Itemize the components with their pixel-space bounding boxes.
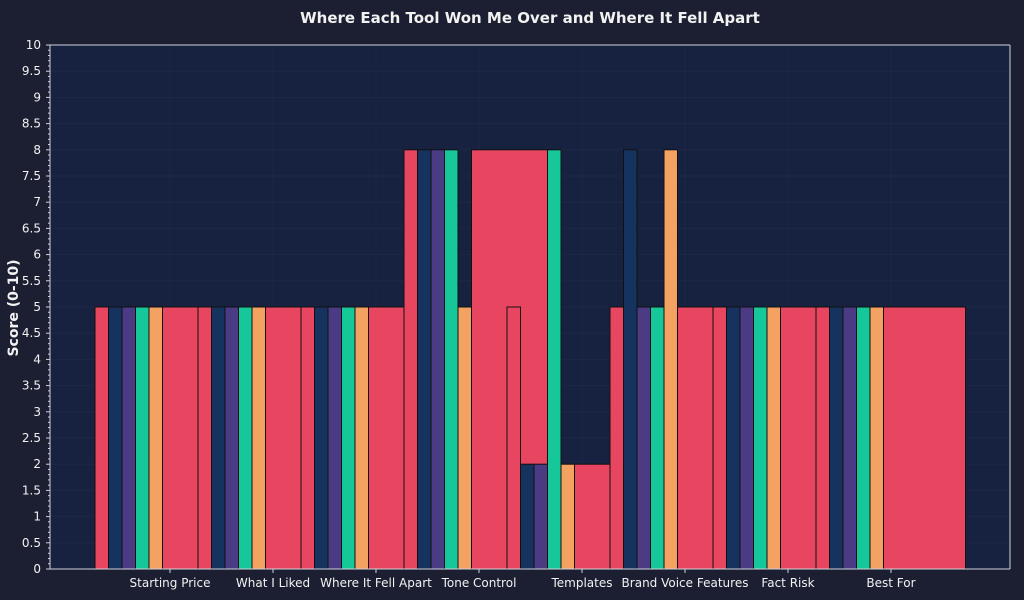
y-tick-label: 8 <box>33 143 41 157</box>
bar-brand-voice-features-series-4 <box>650 306 665 570</box>
y-tick-label: 10 <box>26 38 41 52</box>
x-tick-label: Fact Risk <box>761 576 814 590</box>
bar-tone-control-series-4 <box>444 149 459 570</box>
y-tick-label: 0.5 <box>22 536 41 550</box>
y-tick-label: 1.5 <box>22 483 41 497</box>
y-tick-label: 6.5 <box>22 221 41 235</box>
bar-tone-control-series-1 <box>403 149 418 570</box>
bar-what-i-liked-series-1 <box>197 306 212 570</box>
y-tick-label: 4 <box>33 352 41 366</box>
bar-what-i-liked-series-2 <box>211 306 226 570</box>
bar-fact-risk-series-3 <box>739 306 754 570</box>
bar-templates-series-4 <box>547 149 562 570</box>
y-tick-label: 9.5 <box>22 64 41 78</box>
x-tick-label: Tone Control <box>441 576 517 590</box>
bar-templates-series-1 <box>506 306 521 570</box>
bar-starting-price-series-4 <box>135 306 150 570</box>
bar-best-for-series-1 <box>815 306 830 570</box>
x-tick-label: What I Liked <box>236 576 310 590</box>
bar-fact-risk-series-5 <box>766 306 781 570</box>
y-tick-label: 8.5 <box>22 117 41 131</box>
bar-best-for-series-3 <box>842 306 857 570</box>
x-tick-label: Starting Price <box>130 576 211 590</box>
bar-where-it-fell-apart-series-1 <box>300 306 315 570</box>
y-tick-label: 0 <box>33 562 41 576</box>
bar-brand-voice-features-series-5 <box>663 149 678 570</box>
bar-tone-control-series-2 <box>417 149 432 570</box>
y-tick-label: 4.5 <box>22 326 41 340</box>
bar-tone-control-series-5 <box>457 306 472 570</box>
y-axis-label: Score (0-10) <box>6 259 22 356</box>
bar-templates-series-3 <box>533 463 548 570</box>
bar-fact-risk-series-1 <box>712 306 727 570</box>
bar-best-for-series-5 <box>869 306 884 570</box>
bar-starting-price-series-5 <box>148 306 163 570</box>
bar-fact-risk-series-4 <box>753 306 768 570</box>
bars <box>94 149 966 570</box>
bar-where-it-fell-apart-series-4 <box>341 306 356 570</box>
x-axis-ticks: Starting Price What I Liked Where It Fell … <box>130 569 916 590</box>
bar-fact-risk-series-2 <box>726 306 741 570</box>
bar-brand-voice-features-series-1 <box>609 306 624 570</box>
y-tick-label: 9 <box>33 90 41 104</box>
bar-what-i-liked-series-3 <box>224 306 239 570</box>
bar-starting-price-series-1 <box>94 306 109 570</box>
y-tick-label: 2 <box>33 457 41 471</box>
bar-starting-price-series-2 <box>108 306 123 570</box>
bar-templates-series-5 <box>560 463 575 570</box>
x-tick-label: Where It Fell Apart <box>320 576 432 590</box>
y-tick-label: 6 <box>33 248 41 262</box>
y-tick-label: 3 <box>33 405 41 419</box>
bar-brand-voice-features-series-2 <box>623 149 638 570</box>
bar-best-for-series-2 <box>829 306 844 570</box>
bar-starting-price-series-3 <box>121 306 136 570</box>
y-tick-label: 5 <box>33 300 41 314</box>
bar-templates-series-2 <box>520 463 535 570</box>
x-tick-label: Brand Voice Features <box>622 576 749 590</box>
y-tick-label: 1 <box>33 510 41 524</box>
bar-where-it-fell-apart-series-2 <box>314 306 329 570</box>
x-tick-label: Templates <box>550 576 612 590</box>
chart-title: Where Each Tool Won Me Over and Where It… <box>300 9 760 27</box>
bar-where-it-fell-apart-series-5 <box>354 306 369 570</box>
bar-where-it-fell-apart-series-3 <box>327 306 342 570</box>
y-tick-label: 5.5 <box>22 274 41 288</box>
y-tick-label: 7 <box>33 195 41 209</box>
x-tick-label: Best For <box>866 576 915 590</box>
y-tick-label: 2.5 <box>22 431 41 445</box>
bar-best-for-series-6 <box>883 306 966 570</box>
y-tick-label: 7.5 <box>22 169 41 183</box>
y-axis-ticks: 0 0.5 1 1.5 2 2.5 3 3.5 4 4.5 5 5.5 6 6.5 7 7.5 8 8.5 9 9.5… <box>22 38 50 576</box>
bar-what-i-liked-series-4 <box>238 306 253 570</box>
bar-tone-control-series-3 <box>430 149 445 570</box>
bar-what-i-liked-series-5 <box>251 306 266 570</box>
y-tick-label: 3.5 <box>22 379 41 393</box>
bar-best-for-series-4 <box>856 306 871 570</box>
bar-brand-voice-features-series-3 <box>636 306 651 570</box>
